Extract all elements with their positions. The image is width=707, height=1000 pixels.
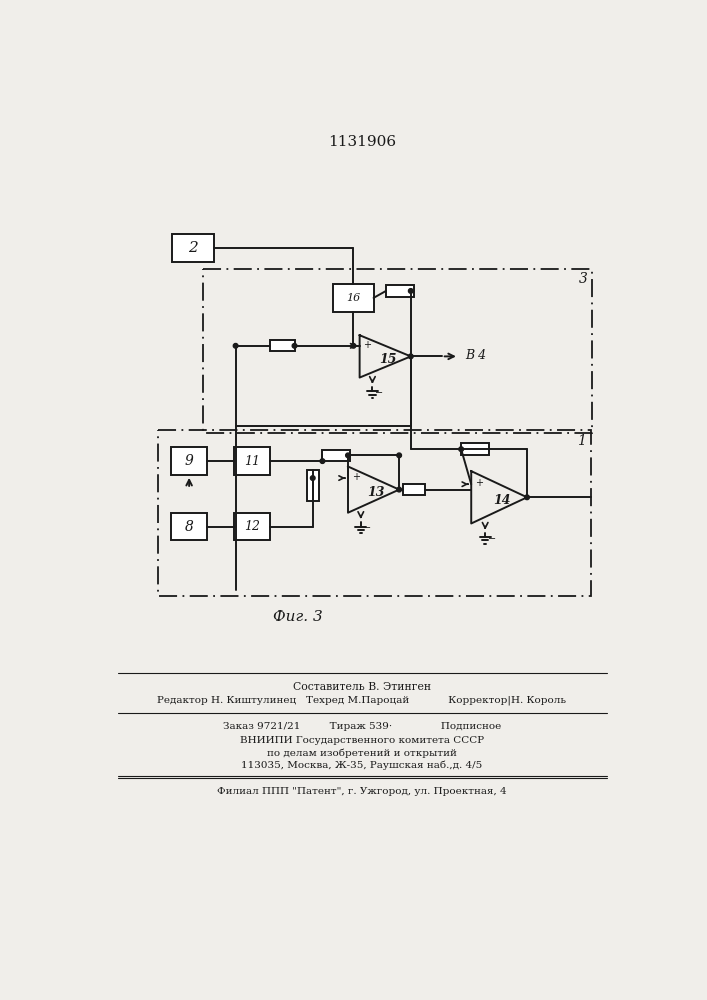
Bar (171, 513, 207, 540)
Text: 113035, Москва, Ж-35, Раушская наб.,д. 4/5: 113035, Москва, Ж-35, Раушская наб.,д. 4… (241, 761, 483, 770)
Bar (333, 284, 373, 312)
Text: 1131906: 1131906 (328, 135, 396, 149)
Text: −: − (363, 523, 371, 533)
Text: +: + (352, 472, 360, 482)
Text: Составитель В. Этинген: Составитель В. Этинген (293, 682, 431, 692)
Text: 2: 2 (188, 241, 198, 255)
Text: 15: 15 (379, 353, 397, 366)
Text: −: − (375, 388, 383, 398)
Text: по делам изобретений и открытий: по делам изобретений и открытий (267, 748, 457, 758)
Text: 9: 9 (185, 454, 194, 468)
Circle shape (397, 487, 402, 492)
Circle shape (346, 453, 351, 458)
Circle shape (320, 459, 325, 463)
Bar (461, 443, 489, 455)
Text: 13: 13 (367, 486, 385, 499)
Bar (158, 430, 590, 596)
Bar (171, 447, 207, 475)
Text: 1: 1 (577, 434, 585, 448)
Text: Фиг. 3: Фиг. 3 (273, 610, 322, 624)
Text: Заказ 9721/21         Тираж 539·               Подписное: Заказ 9721/21 Тираж 539· Подписное (223, 722, 501, 731)
Text: −: − (488, 534, 496, 544)
Bar (234, 513, 270, 540)
Bar (307, 470, 319, 501)
Circle shape (525, 495, 530, 500)
Text: Филиал ППП "Патент", г. Ужгород, ул. Проектная, 4: Филиал ППП "Патент", г. Ужгород, ул. Про… (217, 787, 507, 796)
Text: 8: 8 (185, 520, 194, 534)
Circle shape (409, 289, 413, 293)
Text: Редактор Н. Киштулинец   Техред М.Пароцай            Корректор|Н. Король: Редактор Н. Киштулинец Техред М.Пароцай … (158, 696, 566, 705)
Circle shape (233, 343, 238, 348)
Bar (203, 269, 592, 433)
Circle shape (409, 354, 413, 359)
Circle shape (310, 476, 315, 480)
Bar (270, 340, 295, 351)
Bar (322, 450, 351, 461)
Text: 12: 12 (244, 520, 260, 533)
Bar (403, 484, 425, 495)
Bar (172, 234, 214, 262)
Text: +: + (475, 478, 483, 488)
Text: 16: 16 (346, 293, 361, 303)
Text: В 4: В 4 (465, 349, 486, 362)
Circle shape (397, 453, 402, 458)
Text: 11: 11 (244, 455, 260, 468)
Text: +: + (363, 340, 371, 350)
Text: 14: 14 (493, 494, 510, 507)
Text: ВНИИПИ Государственного комитета СССР: ВНИИПИ Государственного комитета СССР (240, 736, 484, 745)
Text: 3: 3 (578, 272, 588, 286)
Circle shape (292, 343, 297, 348)
Bar (234, 447, 270, 475)
Bar (386, 285, 414, 297)
Circle shape (351, 343, 356, 348)
Circle shape (459, 447, 464, 451)
